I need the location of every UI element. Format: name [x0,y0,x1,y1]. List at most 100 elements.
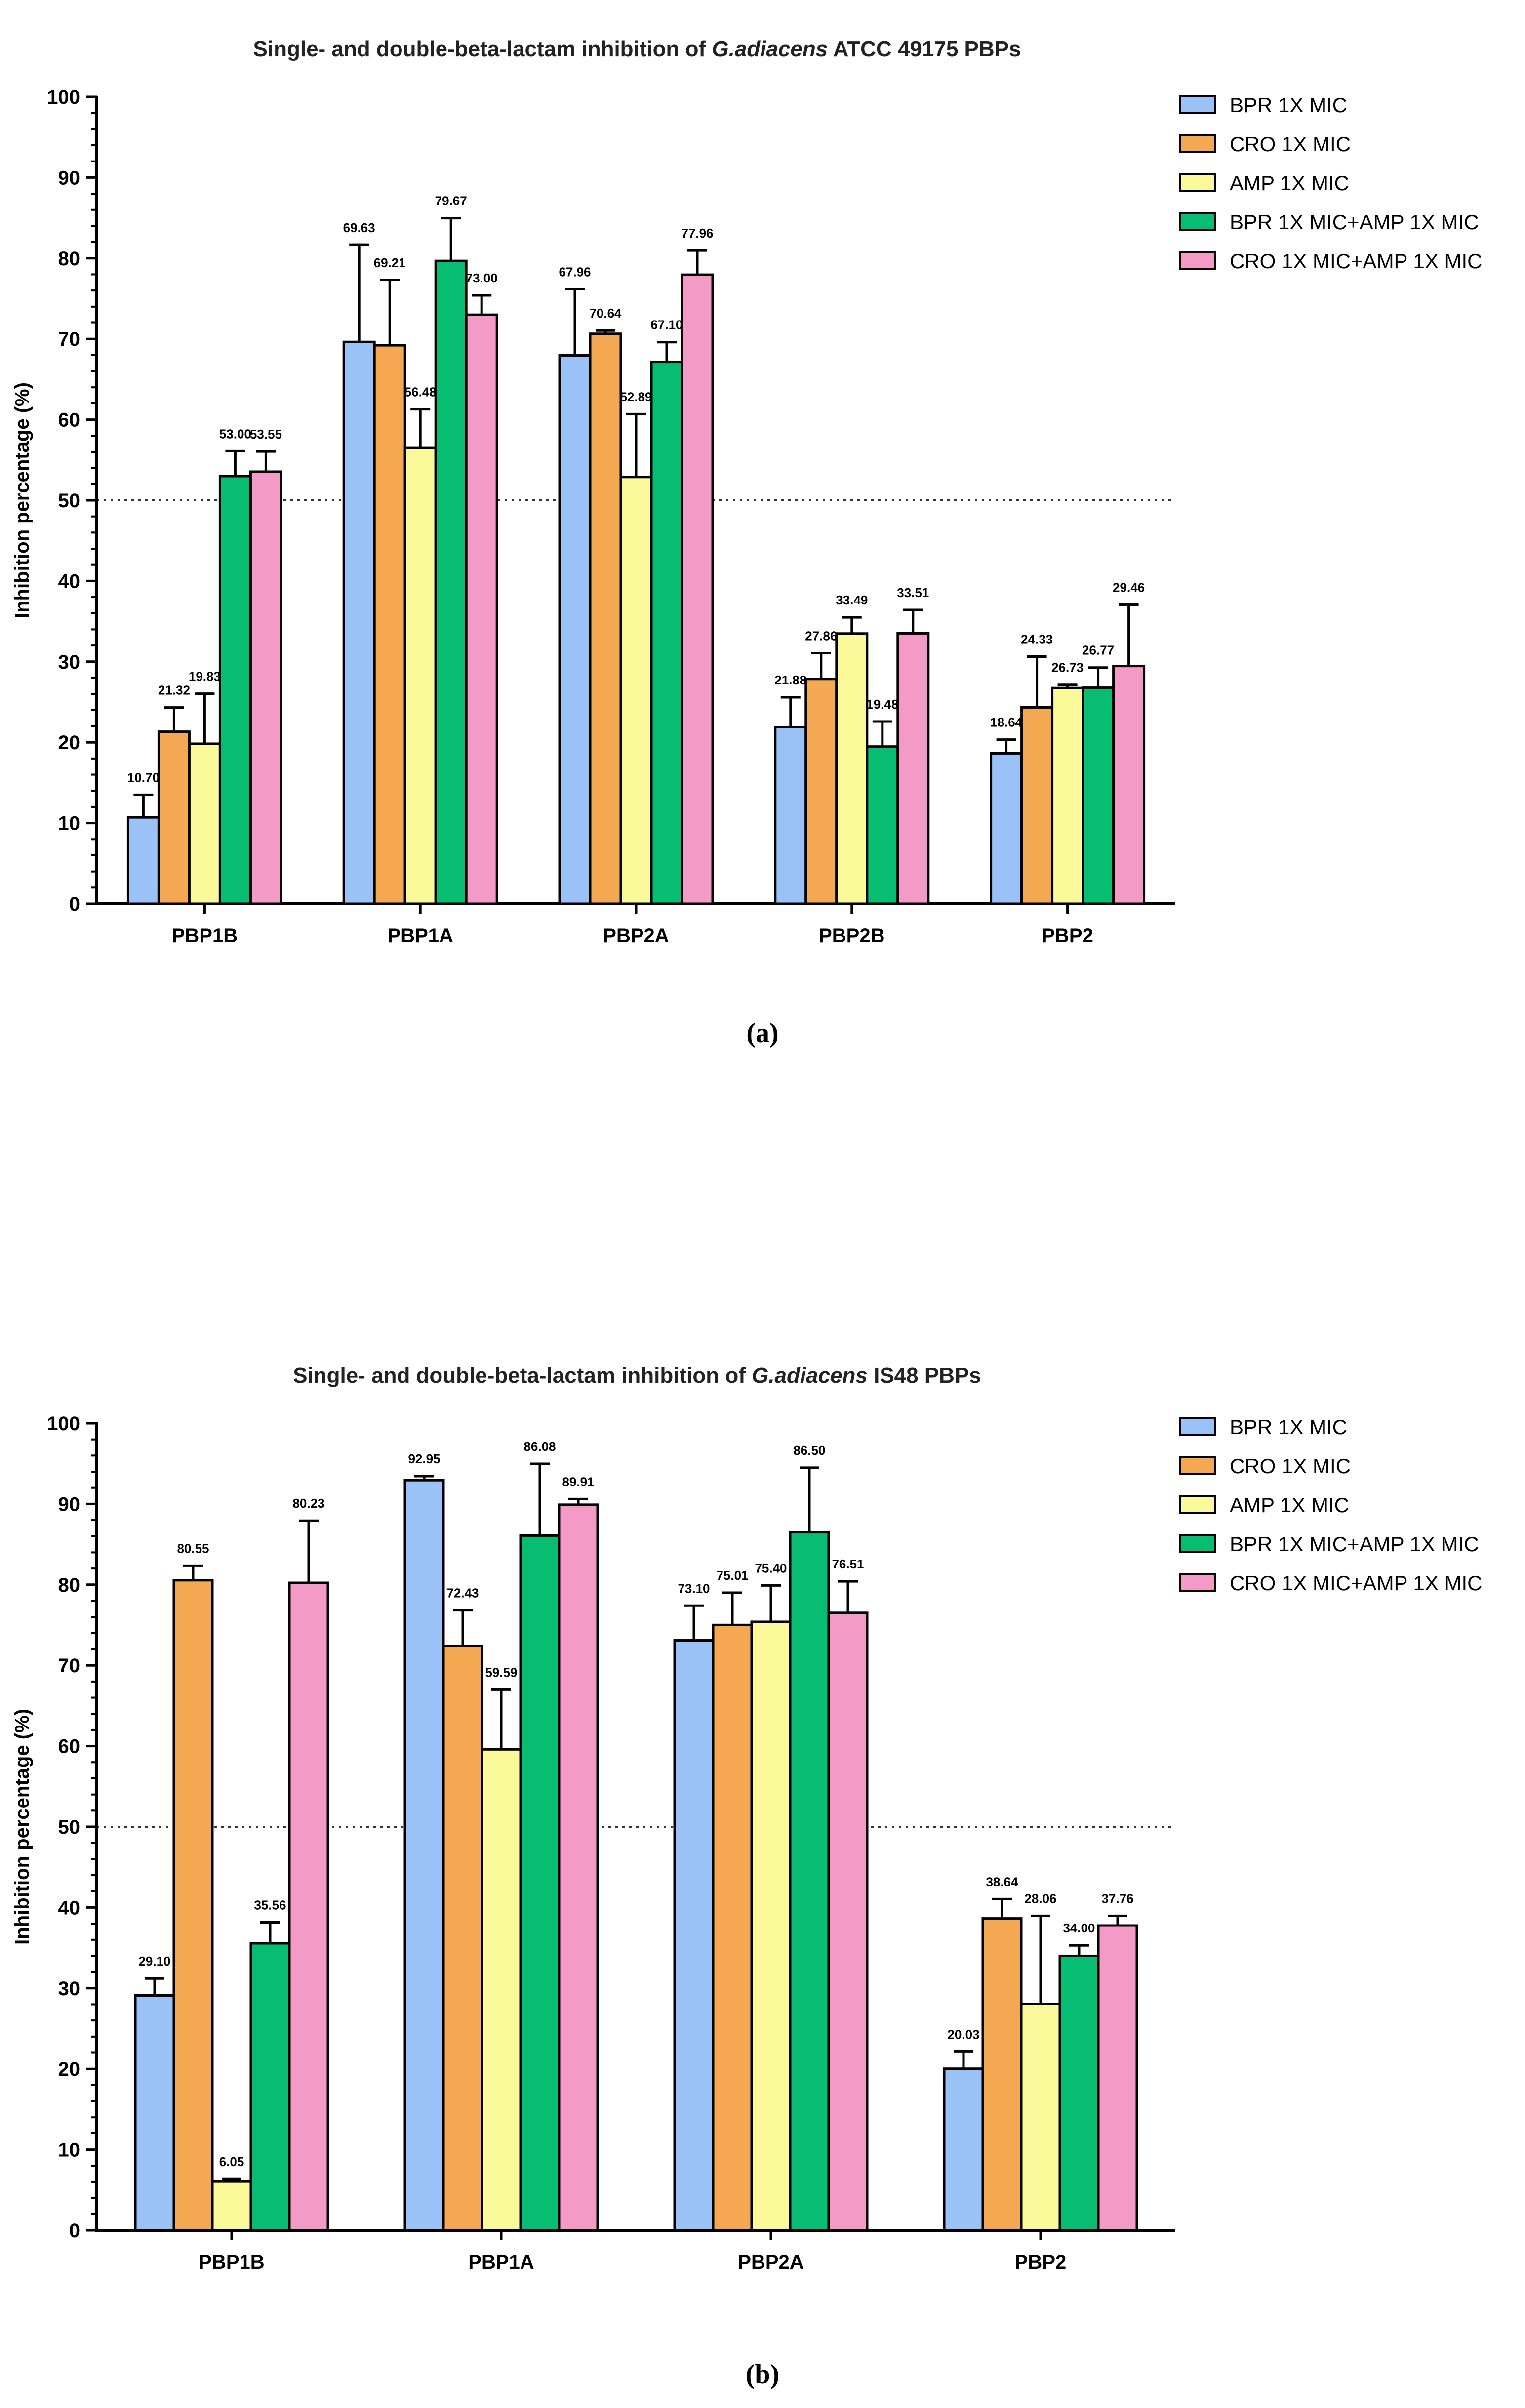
bar-pbp2-series-5 [1097,1924,1138,2232]
title-text: IS48 PBPs [868,1364,981,1388]
y-tick-label: 60 [58,409,80,431]
bar-pbp1b-series-4 [218,475,252,905]
bar-pbp1b-series-2 [172,1579,214,2232]
bar-pbp1b-series-1 [134,1994,175,2232]
data-label: 37.76 [1101,1891,1133,1906]
y-tick-label: 80 [58,1574,80,1596]
bar-pbp2a-series-2 [712,1623,753,2232]
bar-pbp2a-series-5 [681,273,714,905]
data-label: 20.03 [947,2027,979,2042]
data-label: 29.10 [138,1954,170,1968]
bar-pbp1a-series-2 [373,344,406,905]
data-label: 79.67 [435,194,467,208]
bar-pbp2-series-3 [1020,2002,1061,2232]
chart-body: Single- and double-beta-lactam inhibitio… [11,1364,1483,2273]
bar-pbp2b-series-2 [804,678,838,905]
data-label: 21.88 [774,673,806,687]
panel-label-b: (b) [745,2359,780,2390]
y-tick-label: 70 [58,328,80,350]
data-label: 80.55 [177,1541,209,1556]
legend-label-3: AMP 1X MIC [1230,1493,1349,1517]
chart-panel-a: Single- and double-beta-lactam inhibitio… [0,0,1525,1086]
x-tick-label-pbp1b: PBP1B [172,925,238,947]
bar-pbp2b-series-1 [774,725,807,905]
data-label: 75.40 [755,1561,787,1575]
bar-pbp1a-series-3 [481,1748,522,2232]
legend-label-5: CRO 1X MIC+AMP 1X MIC [1230,249,1483,273]
bar-pbp2a-series-5 [827,1611,869,2232]
chart-title: Single- and double-beta-lactam inhibitio… [253,37,1021,61]
y-tick-label: 90 [58,167,80,189]
data-label: 77.96 [681,226,713,241]
x-tick-label-pbp2b: PBP2B [819,925,884,947]
data-label: 18.64 [990,715,1023,730]
legend-label-4: BPR 1X MIC+AMP 1X MIC [1230,210,1479,234]
data-label: 19.48 [866,697,898,712]
data-label: 29.46 [1113,580,1145,595]
data-label: 34.00 [1063,1921,1095,1935]
legend-label-4: BPR 1X MIC+AMP 1X MIC [1230,1532,1479,1556]
y-tick-label: 50 [58,1816,80,1838]
legend-swatch-1 [1179,95,1216,114]
legend-label-5: CRO 1X MIC+AMP 1X MIC [1230,1571,1483,1595]
data-label: 52.89 [620,389,652,404]
bar-pbp2a-series-1 [558,354,592,905]
bar-pbp2a-series-3 [619,476,653,905]
panel-label-a: (a) [746,1018,779,1048]
title-text: Single- and double-beta-lactam inhibitio… [293,1364,752,1388]
chart-body: Single- and double-beta-lactam inhibitio… [11,37,1483,947]
data-label: 56.48 [404,385,437,400]
legend-swatch-3 [1179,1495,1216,1514]
bar-pbp2-series-1 [943,2067,984,2232]
y-tick-label: 10 [58,813,80,835]
x-tick-label-pbp1b: PBP1B [199,2251,264,2273]
data-label: 26.77 [1082,643,1114,658]
data-label: 70.64 [589,306,622,321]
data-label: 24.33 [1021,632,1053,647]
y-tick-label: 20 [58,732,80,754]
data-label: 86.08 [523,1439,556,1454]
y-tick-label: 0 [69,893,80,915]
data-label: 69.63 [343,220,375,235]
y-tick-label: 30 [58,1978,80,2000]
data-label: 53.55 [250,427,282,441]
data-label: 10.70 [127,770,160,785]
bar-pbp2-series-2 [1020,706,1054,905]
bar-pbp2-series-4 [1082,686,1115,905]
bar-pbp1a-series-3 [403,446,437,905]
bar-pbp2a-series-3 [750,1620,792,2232]
title-text: Single- and double-beta-lactam inhibitio… [253,37,712,61]
legend-swatch-4 [1179,212,1216,231]
data-label: 75.01 [716,1568,748,1583]
y-tick-label: 100 [47,1413,80,1435]
bar-pbp1b-series-5 [249,470,282,905]
data-label: 86.50 [793,1443,825,1458]
y-tick-label: 80 [58,248,80,270]
bar-pbp2-series-1 [990,752,1023,905]
legend-label-1: BPR 1X MIC [1230,1415,1347,1439]
bar-chart-b: Single- and double-beta-lactam inhibitio… [11,1364,1483,2273]
x-tick-label-pbp2a: PBP2A [603,925,669,947]
data-label: 73.10 [678,1581,710,1596]
bar-pbp1a-series-2 [442,1644,483,2232]
legend-label-2: CRO 1X MIC [1230,132,1351,156]
bar-pbp2-series-5 [1112,665,1146,905]
data-label: 33.49 [836,593,868,607]
data-label: 89.91 [562,1474,594,1489]
bar-pbp2a-series-4 [650,361,683,905]
x-tick-label-pbp2a: PBP2A [738,2251,803,2273]
y-tick-label: 50 [58,490,80,512]
bar-pbp1b-series-3 [188,742,221,905]
bar-pbp1a-series-1 [403,1479,445,2232]
legend-swatch-5 [1179,1573,1216,1592]
y-tick-label: 30 [58,651,80,673]
bar-pbp1a-series-4 [519,1534,561,2232]
x-tick-label-pbp1a: PBP1A [388,925,453,947]
data-label: 59.59 [485,1665,517,1680]
bar-pbp1b-series-2 [157,730,191,905]
data-label: 6.05 [219,2154,244,2169]
bar-pbp1a-series-5 [465,313,498,905]
data-label: 73.00 [466,271,498,285]
y-tick-label: 40 [58,570,80,592]
legend-label-2: CRO 1X MIC [1230,1454,1351,1478]
